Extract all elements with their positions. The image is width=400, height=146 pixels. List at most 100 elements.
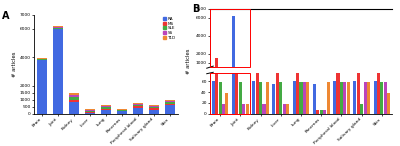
Bar — [212, 71, 215, 72]
Bar — [279, 82, 282, 114]
Bar — [165, 100, 175, 101]
Bar — [293, 81, 296, 114]
Bar — [313, 84, 316, 114]
Bar — [215, 58, 218, 72]
Bar — [279, 71, 282, 72]
Bar — [239, 82, 242, 114]
Bar — [215, 0, 218, 114]
Bar — [353, 81, 356, 114]
Bar — [222, 104, 225, 114]
Bar — [256, 0, 259, 114]
Bar — [37, 58, 47, 59]
Bar — [256, 67, 259, 72]
Bar — [387, 93, 390, 114]
Bar — [303, 71, 306, 72]
Bar — [296, 0, 299, 114]
Bar — [300, 71, 302, 72]
Bar — [296, 67, 299, 72]
Bar — [316, 110, 319, 114]
Bar — [306, 82, 309, 114]
Bar — [37, 60, 47, 114]
Text: A: A — [2, 11, 10, 21]
Bar — [377, 0, 380, 114]
Bar — [69, 102, 79, 114]
Bar — [101, 106, 111, 107]
Bar — [149, 107, 159, 108]
Bar — [380, 71, 384, 72]
Bar — [323, 110, 326, 114]
Bar — [326, 71, 330, 72]
Bar — [235, 0, 238, 114]
Bar — [252, 81, 255, 114]
Bar — [101, 109, 111, 110]
Bar — [340, 82, 343, 114]
Text: B: B — [192, 4, 199, 14]
Bar — [226, 71, 228, 72]
Bar — [133, 108, 143, 114]
Bar — [374, 71, 376, 72]
Bar — [133, 103, 143, 104]
Bar — [218, 82, 222, 114]
Bar — [101, 105, 111, 106]
Bar — [364, 82, 367, 114]
Bar — [293, 71, 296, 72]
Y-axis label: # articles: # articles — [12, 52, 17, 77]
Bar — [347, 71, 350, 72]
Bar — [226, 93, 228, 114]
Bar — [69, 100, 79, 102]
Bar — [357, 0, 360, 114]
Bar — [53, 29, 63, 114]
Bar — [165, 102, 175, 104]
Bar — [149, 105, 159, 106]
Bar — [336, 67, 340, 72]
Bar — [300, 82, 302, 114]
Bar — [117, 110, 127, 111]
Bar — [347, 82, 350, 114]
Bar — [149, 108, 159, 110]
Bar — [336, 0, 340, 114]
Bar — [85, 110, 95, 111]
Bar — [283, 104, 286, 114]
Bar — [259, 71, 262, 72]
Bar — [85, 109, 95, 110]
Bar — [101, 110, 111, 114]
Bar — [313, 71, 316, 72]
Bar — [364, 71, 367, 72]
Bar — [303, 82, 306, 114]
Bar — [276, 68, 279, 72]
Bar — [133, 104, 143, 105]
Bar — [326, 82, 330, 114]
Bar — [235, 67, 238, 72]
Bar — [286, 104, 289, 114]
Bar — [272, 71, 276, 72]
Bar — [380, 82, 384, 114]
Bar — [239, 71, 242, 72]
Bar — [306, 71, 309, 72]
Bar — [165, 101, 175, 102]
Bar — [37, 59, 47, 60]
Bar — [360, 104, 363, 114]
Bar — [133, 105, 143, 106]
Bar — [374, 81, 376, 114]
Bar — [276, 0, 279, 114]
Bar — [252, 71, 255, 72]
Bar — [210, 9, 250, 67]
Bar — [133, 106, 143, 108]
Bar — [149, 110, 159, 114]
Bar — [266, 82, 269, 114]
Bar — [343, 82, 346, 114]
Bar — [377, 67, 380, 72]
Bar — [272, 84, 276, 114]
Bar — [53, 26, 63, 27]
Bar — [343, 71, 346, 72]
Bar — [333, 71, 336, 72]
Bar — [340, 71, 343, 72]
Bar — [165, 105, 175, 114]
Bar — [69, 93, 79, 95]
Bar — [357, 67, 360, 72]
Bar — [165, 104, 175, 105]
Bar — [85, 113, 95, 114]
Bar — [149, 106, 159, 107]
Bar — [353, 71, 356, 72]
Bar — [387, 71, 390, 72]
